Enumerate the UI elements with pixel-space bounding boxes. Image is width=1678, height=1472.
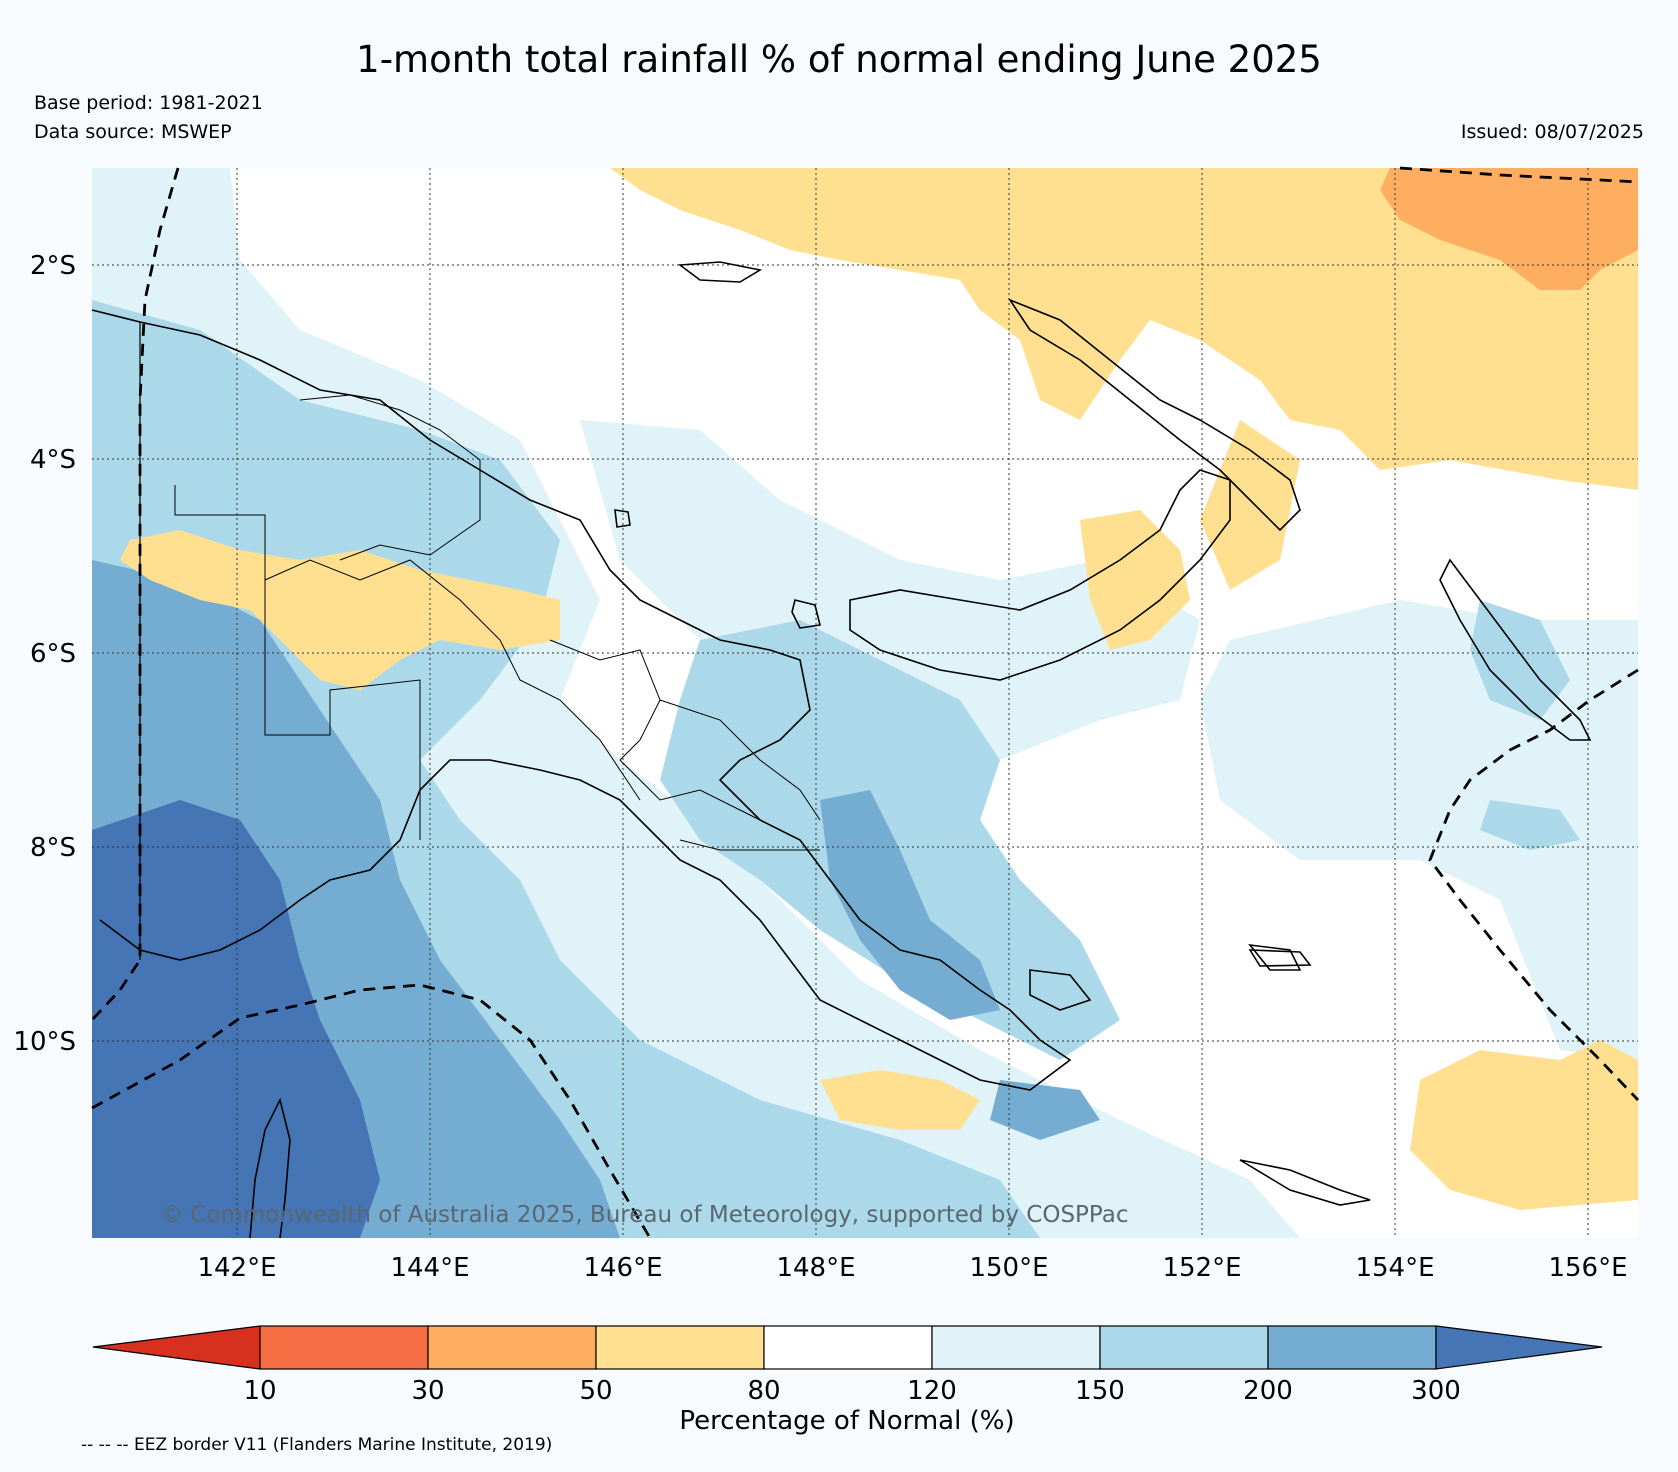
eez-border-west: [90, 167, 180, 1021]
colorbar: 10 30 50 80 120 150 200 300 Percentage o…: [92, 1325, 1603, 1436]
coastline-png-mainland: [91, 309, 1072, 1091]
contour-50-80-newbritain: [1080, 510, 1190, 650]
contour-200-300-central: [820, 790, 1000, 1020]
eez-border-east: [1428, 668, 1640, 1101]
colorbar-tick-label: 50: [579, 1376, 612, 1406]
contour-120-150-central: [580, 420, 1200, 760]
lat-label-8s: 8°S: [30, 833, 76, 863]
colorbar-segment: [427, 1325, 597, 1370]
coastline-louisiade: [1239, 1159, 1371, 1206]
lat-label-4s: 4°S: [30, 445, 76, 475]
lon-label-152e: 152°E: [1162, 1253, 1241, 1283]
province-border: [679, 839, 820, 851]
coastline-australia-cape-york: [249, 1097, 291, 1239]
map-title: 1-month total rainfall % of normal endin…: [356, 38, 1322, 81]
issued-date-label: Issued: 08/07/2025: [1460, 121, 1644, 143]
colorbar-tick-label: 200: [1243, 1376, 1293, 1406]
colorbar-segment: [763, 1325, 933, 1370]
colorbar-tick-label: 300: [1411, 1376, 1461, 1406]
coastline-bougainville: [1439, 558, 1592, 741]
colorbar-segment: [1099, 1325, 1269, 1370]
colorbar-tick-label: 10: [243, 1376, 276, 1406]
contour-50-80-north: [610, 168, 1638, 490]
lon-label-150e: 150°E: [969, 1253, 1048, 1283]
map-area: © Commonwealth of Australia 2025, Bureau…: [90, 166, 1640, 1239]
contour-200-300-east-small: [990, 1080, 1100, 1140]
base-period-label: Base period: 1981-2021: [34, 92, 263, 114]
lon-label-154e: 154°E: [1355, 1253, 1434, 1283]
rainfall-contours: [92, 168, 1638, 1238]
contour-50-80-southeast: [1410, 1040, 1638, 1210]
colorbar-extend-high: [1435, 1325, 1603, 1370]
coastline-umboi: [791, 599, 821, 629]
lon-label-146e: 146°E: [583, 1253, 662, 1283]
eez-borders: [90, 166, 1640, 1239]
longitude-labels: 142°E 144°E 146°E 148°E 150°E 152°E 154°…: [197, 1253, 1627, 1283]
province-border: [264, 559, 641, 801]
eez-border-south: [91, 983, 652, 1239]
coastline-karkar: [614, 509, 631, 528]
data-source-label: Data source: MSWEP: [34, 121, 232, 143]
lon-label-142e: 142°E: [197, 1253, 276, 1283]
coastline-manus: [677, 261, 763, 283]
lat-label-6s: 6°S: [30, 639, 76, 669]
colorbar-tick-label: 30: [411, 1376, 444, 1406]
lon-label-148e: 148°E: [776, 1253, 855, 1283]
contour-50-80-png-mainland: [120, 530, 560, 690]
coastline-new-britain: [849, 469, 1231, 681]
province-borders: [174, 394, 821, 851]
contour-50-80-south-central: [820, 1070, 980, 1130]
eez-border-northeast: [1399, 166, 1639, 184]
contour-over-300-southwest: [210, 980, 360, 1238]
contour-150-200-east: [1470, 600, 1580, 850]
coastline-new-ireland: [1007, 298, 1301, 532]
latitude-labels: 2°S 4°S 6°S 8°S 10°S: [13, 251, 76, 1057]
coastlines: [91, 261, 1592, 1239]
colorbar-tick-label: 120: [907, 1376, 957, 1406]
eez-legend-note: -- -- -- EEZ border V11 (Flanders Marine…: [81, 1435, 552, 1455]
contour-50-80-northeast-ext: [1200, 420, 1300, 590]
province-border: [659, 699, 821, 821]
colorbar-segment: [1267, 1325, 1437, 1370]
colorbar-title: Percentage of Normal (%): [679, 1406, 1014, 1436]
colorbar-tick-label: 150: [1075, 1376, 1125, 1406]
lat-label-10s: 10°S: [13, 1027, 76, 1057]
colorbar-segment: [259, 1325, 429, 1370]
colorbar-segment: [931, 1325, 1101, 1370]
lon-label-156e: 156°E: [1548, 1253, 1627, 1283]
coastline-fergusson-islands: [1029, 943, 1302, 1011]
copyright-notice: © Commonwealth of Australia 2025, Bureau…: [160, 1202, 1129, 1228]
coastline-woodlark: [1248, 949, 1312, 967]
lat-label-2s: 2°S: [30, 251, 76, 281]
colorbar-segment: [595, 1325, 765, 1370]
colorbar-extend-low: [92, 1325, 261, 1370]
province-border: [174, 485, 421, 840]
province-border: [299, 394, 481, 561]
colorbar-tick-label: 80: [747, 1376, 780, 1406]
lon-label-144e: 144°E: [390, 1253, 469, 1283]
contour-30-50-northeast: [1380, 168, 1638, 290]
province-border: [549, 639, 761, 821]
